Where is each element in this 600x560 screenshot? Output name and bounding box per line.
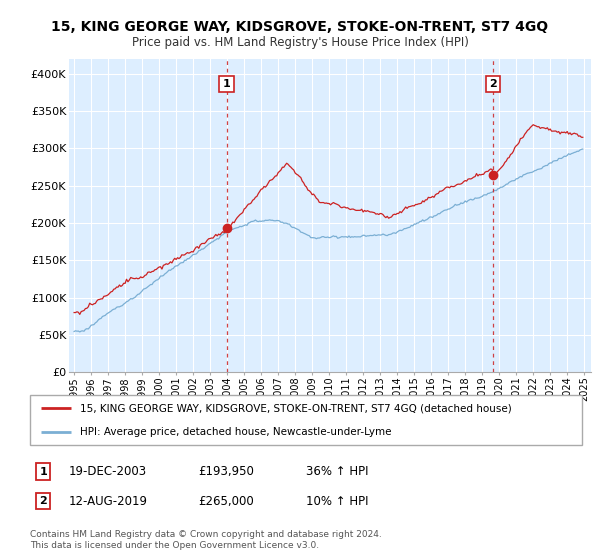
- Text: Price paid vs. HM Land Registry's House Price Index (HPI): Price paid vs. HM Land Registry's House …: [131, 36, 469, 49]
- Text: £265,000: £265,000: [198, 494, 254, 508]
- Text: Contains HM Land Registry data © Crown copyright and database right 2024.: Contains HM Land Registry data © Crown c…: [30, 530, 382, 539]
- Text: 1: 1: [223, 79, 230, 89]
- Text: 2: 2: [489, 79, 497, 89]
- Text: 1: 1: [40, 466, 47, 477]
- Text: 15, KING GEORGE WAY, KIDSGROVE, STOKE-ON-TRENT, ST7 4GQ: 15, KING GEORGE WAY, KIDSGROVE, STOKE-ON…: [52, 20, 548, 34]
- Text: 19-DEC-2003: 19-DEC-2003: [69, 465, 147, 478]
- Text: 36% ↑ HPI: 36% ↑ HPI: [306, 465, 368, 478]
- Text: 10% ↑ HPI: 10% ↑ HPI: [306, 494, 368, 508]
- Text: This data is licensed under the Open Government Licence v3.0.: This data is licensed under the Open Gov…: [30, 541, 319, 550]
- Text: HPI: Average price, detached house, Newcastle-under-Lyme: HPI: Average price, detached house, Newc…: [80, 427, 391, 437]
- Text: 12-AUG-2019: 12-AUG-2019: [69, 494, 148, 508]
- Text: 2: 2: [40, 496, 47, 506]
- Text: 15, KING GEORGE WAY, KIDSGROVE, STOKE-ON-TRENT, ST7 4GQ (detached house): 15, KING GEORGE WAY, KIDSGROVE, STOKE-ON…: [80, 403, 511, 413]
- Text: £193,950: £193,950: [198, 465, 254, 478]
